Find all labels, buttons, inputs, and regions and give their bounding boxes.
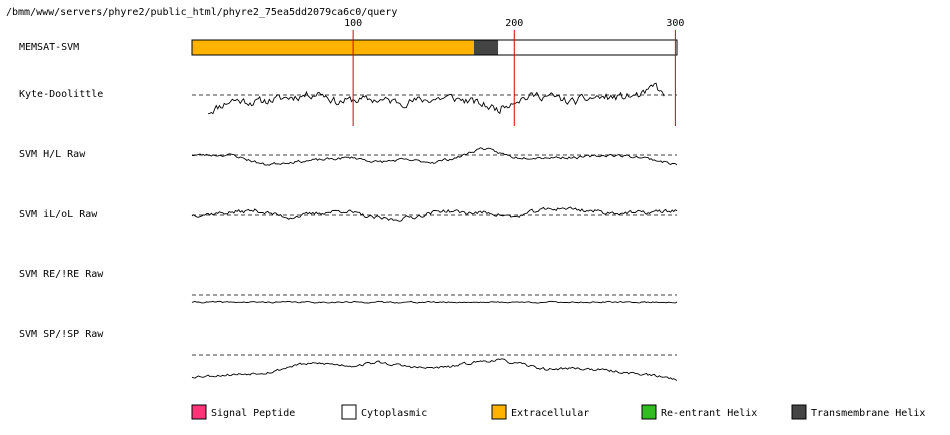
x-tick-label-100: 100 [344,18,362,29]
legend-swatch [491,404,507,420]
track-labels: MEMSAT-SVM Kyte-Doolittle SVM H/L Raw SVM i… [19,42,104,340]
trace-line [208,82,665,115]
legend-label: Signal Peptide [211,408,295,419]
memsat-bar-outline [191,39,678,56]
legend-label: Transmembrane Helix [811,408,925,419]
x-axis-ticks: 100 200 300 [344,18,684,29]
legend-swatch [641,404,657,420]
legend-swatch [191,404,207,420]
tick-gridlines [352,30,676,126]
query-path: /bmm/www/servers/phyre2/public_html/phyr… [6,7,397,18]
track-label: SVM RE/!RE Raw [19,269,104,280]
legend-label: Extracellular [511,408,589,419]
legend-swatch [791,404,807,420]
track-label: SVM iL/oL Raw [19,209,98,220]
x-tick-label-200: 200 [505,18,523,29]
x-tick-label-300: 300 [666,18,684,29]
legend-label: Cytoplasmic [361,408,427,419]
track-label: SVM H/L Raw [19,149,86,160]
track-label: Kyte-Doolittle [19,89,103,100]
trace-line [191,358,678,381]
trace-line [191,206,678,222]
legend-swatch [341,404,357,420]
memsat-segment [192,40,474,55]
legend: Signal Peptide Cytoplasmic Extracellular Re… [191,404,925,420]
legend-label: Re-entrant Helix [661,408,757,419]
trace-line [192,147,678,166]
traces [191,82,678,381]
memsat-bar [191,39,678,56]
memsat-segment [498,40,677,55]
trace-line [191,300,678,304]
track-label: SVM SP/!SP Raw [19,329,104,340]
track-label: MEMSAT-SVM [19,42,79,53]
memsat-segment [473,40,499,55]
